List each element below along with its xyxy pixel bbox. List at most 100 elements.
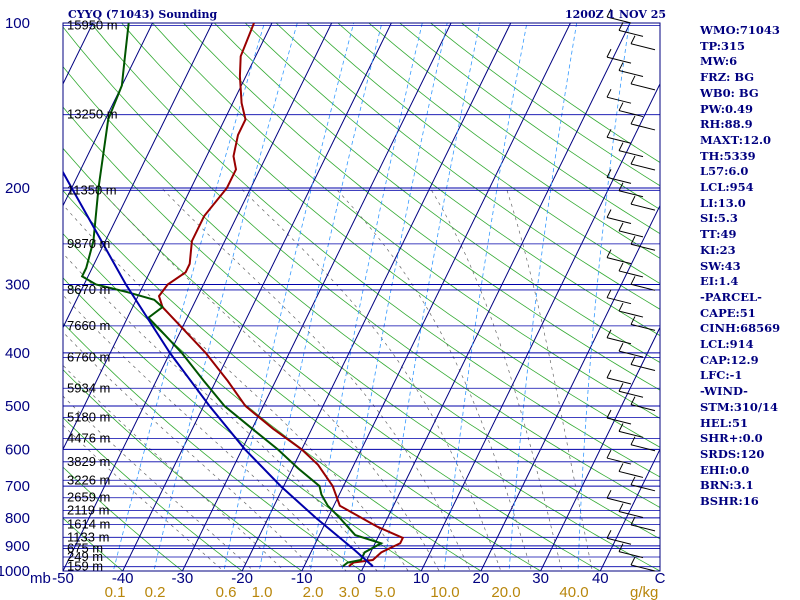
dry-adiabat xyxy=(63,106,660,571)
isotherm xyxy=(63,23,333,571)
wind-barb xyxy=(630,564,656,572)
index-item: CINH:68569 xyxy=(700,321,781,336)
wind-barb xyxy=(618,270,644,278)
wind-barb xyxy=(606,417,632,425)
plot-frame xyxy=(62,22,661,572)
moist-adiabat xyxy=(63,364,285,571)
wind-barb xyxy=(618,390,644,398)
wind-barb xyxy=(606,16,632,24)
wind-barb xyxy=(630,203,656,211)
moist-adiabat xyxy=(63,252,378,571)
wind-barb-flag xyxy=(618,102,624,111)
index-item: TP:315 xyxy=(700,38,746,53)
height-label: 1614 m xyxy=(67,516,110,531)
dry-adiabat xyxy=(214,23,660,363)
mixing-ratio-label: 0.6 xyxy=(216,584,237,600)
wind-barb-flag xyxy=(618,302,624,312)
wind-barb-flag xyxy=(606,209,612,218)
wind-barb-flag xyxy=(630,516,636,526)
wind-barb-flag xyxy=(630,316,636,325)
dry-adiabat xyxy=(63,26,660,508)
temperature-tick-label: 0 xyxy=(357,570,365,587)
mixing-ratio-line xyxy=(112,23,265,571)
index-item: PW:0.49 xyxy=(700,101,754,116)
isotherm xyxy=(63,23,213,329)
pressure-tick-label: 800 xyxy=(5,510,30,527)
dry-adiabat xyxy=(152,23,660,419)
index-item: LI:13.0 xyxy=(700,195,746,210)
mixing-ratio-lines xyxy=(112,23,630,571)
wind-barb xyxy=(606,176,632,184)
index-item: L57:6.0 xyxy=(700,164,749,179)
height-label: 159 m xyxy=(67,559,103,574)
isotherm xyxy=(360,23,631,571)
wind-barb-flag xyxy=(606,489,612,499)
index-item: EI:1.4 xyxy=(700,274,739,289)
wind-barb-flag xyxy=(630,276,636,285)
wind-barb-flag xyxy=(606,369,612,379)
wind-barb-flag xyxy=(618,222,624,232)
wind-barbs xyxy=(606,8,656,572)
index-item: STM:310/14 xyxy=(700,399,779,414)
wind-barb xyxy=(630,323,656,331)
wind-barb-flag xyxy=(618,383,624,392)
mixing-ratio-line xyxy=(383,23,481,571)
chart-title: CYYQ (71043) Sounding xyxy=(68,8,218,21)
temperature-tick-label: -30 xyxy=(172,570,194,587)
wind-barb xyxy=(618,110,644,118)
wind-barb xyxy=(618,430,644,438)
isobar-lines xyxy=(62,22,661,572)
wind-barb xyxy=(630,283,656,291)
mixing-ratio-line xyxy=(341,23,448,571)
wind-barb xyxy=(606,96,632,104)
height-label: 15950 m xyxy=(67,17,118,32)
wind-barb xyxy=(630,123,656,131)
wind-barb-flag xyxy=(606,48,612,58)
wind-barb xyxy=(618,551,644,559)
temperature-tick-label: 40 xyxy=(592,570,609,587)
mixing-ratio-label: 1.0 xyxy=(252,584,273,600)
moist-adiabat xyxy=(429,187,563,571)
mixing-ratio-line xyxy=(309,23,423,571)
index-item: MW:6 xyxy=(700,54,738,69)
height-label: 5180 m xyxy=(67,410,110,425)
mixing-ratio-line xyxy=(153,23,298,571)
index-item: TT:49 xyxy=(700,227,737,242)
index-item: EHI:0.0 xyxy=(700,462,750,477)
mixing-ratio-line xyxy=(508,23,578,571)
dry-adiabat xyxy=(337,23,660,259)
wind-barb-flag xyxy=(630,436,636,445)
height-label: 6760 m xyxy=(67,350,110,365)
wind-barb xyxy=(606,136,632,144)
isotherm xyxy=(480,204,660,571)
wind-barb-flag xyxy=(606,249,612,258)
moist-adiabat xyxy=(505,187,593,571)
pressure-tick-label: 600 xyxy=(5,441,30,458)
wind-barb-flag xyxy=(630,476,636,486)
wind-barb-flag xyxy=(618,503,624,512)
wind-barb xyxy=(618,310,644,318)
isotherm xyxy=(420,82,660,571)
dry-adiabat xyxy=(63,517,124,571)
height-label: 249 m xyxy=(67,549,103,564)
index-item: MAXT:12.0 xyxy=(700,132,771,147)
wind-barb xyxy=(630,364,656,371)
wind-barb xyxy=(630,444,656,452)
wind-barb xyxy=(630,524,656,532)
height-label: 7660 m xyxy=(67,318,110,333)
mixing-ratio-label: 40.0 xyxy=(559,584,588,600)
dry-adiabat xyxy=(306,23,660,285)
wind-barb xyxy=(606,297,632,305)
wind-barb xyxy=(618,350,644,358)
height-label: 2119 m xyxy=(67,503,109,518)
temperature-tick-label: -40 xyxy=(112,570,134,587)
series-dewpoint xyxy=(80,23,384,567)
wind-barb xyxy=(618,29,644,37)
wind-barb xyxy=(606,257,632,265)
wind-barb xyxy=(618,470,644,478)
index-item: SW:43 xyxy=(700,258,741,273)
index-item: SHR+:0.0 xyxy=(700,431,763,446)
wind-barb-flag xyxy=(606,129,612,138)
